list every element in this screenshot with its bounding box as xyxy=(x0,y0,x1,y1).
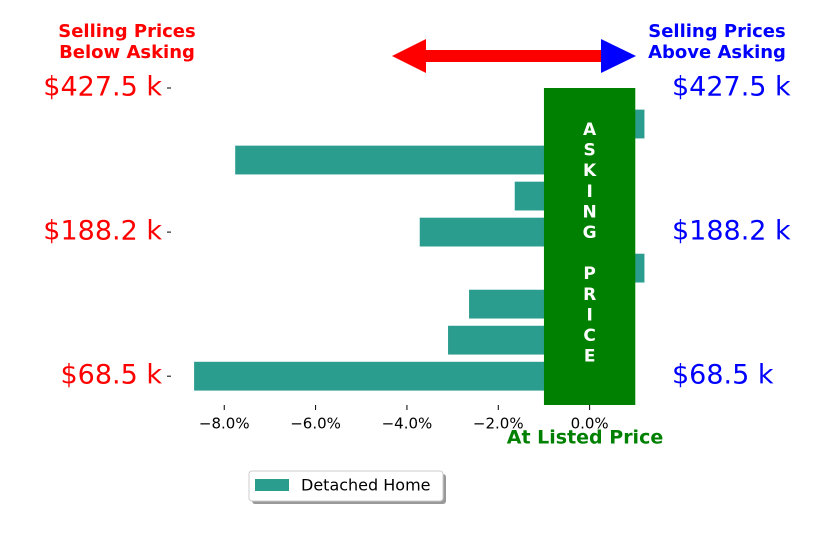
x-tick-label: −2.0% xyxy=(473,415,524,433)
band-letter xyxy=(587,244,593,264)
y2-tick-label: $427.5 k xyxy=(672,72,791,103)
below-label: Below Asking xyxy=(59,42,195,63)
above-label: Above Asking xyxy=(648,42,786,63)
bar xyxy=(235,145,590,175)
x-tick-label: −8.0% xyxy=(199,415,250,433)
right-arrow xyxy=(601,39,636,73)
x-tick-label: −6.0% xyxy=(290,415,341,433)
y-tick-label: $68.5 k xyxy=(60,360,162,391)
y-tick-label: $188.2 k xyxy=(43,216,162,247)
asking-band xyxy=(543,88,636,405)
legend-swatch xyxy=(255,479,289,491)
band-letter: G xyxy=(583,223,597,243)
legend-label: Detached Home xyxy=(301,476,431,495)
legend-box xyxy=(248,470,444,502)
band-letter: S xyxy=(584,141,596,161)
y-tick-label: $427.5 k xyxy=(43,72,162,103)
band-letter: N xyxy=(583,202,597,222)
band-letter: R xyxy=(583,285,596,305)
band-letter: C xyxy=(583,326,595,346)
band-letter: E xyxy=(584,347,596,367)
band-letter: I xyxy=(586,182,592,202)
bar xyxy=(194,361,590,391)
x-tick-label: −4.0% xyxy=(382,415,433,433)
band-letter: P xyxy=(583,264,595,284)
band-letter: A xyxy=(583,120,597,140)
band-letter: K xyxy=(583,161,597,181)
x-note: At Listed Price xyxy=(507,427,663,449)
left-arrow xyxy=(392,39,601,73)
above-label: Selling Prices xyxy=(648,21,785,42)
y2-tick-label: $188.2 k xyxy=(672,216,791,247)
x-tick-label: 0.0% xyxy=(571,415,609,433)
band-letter: I xyxy=(586,305,592,325)
y2-tick-label: $68.5 k xyxy=(672,360,774,391)
below-label: Selling Prices xyxy=(58,21,195,42)
